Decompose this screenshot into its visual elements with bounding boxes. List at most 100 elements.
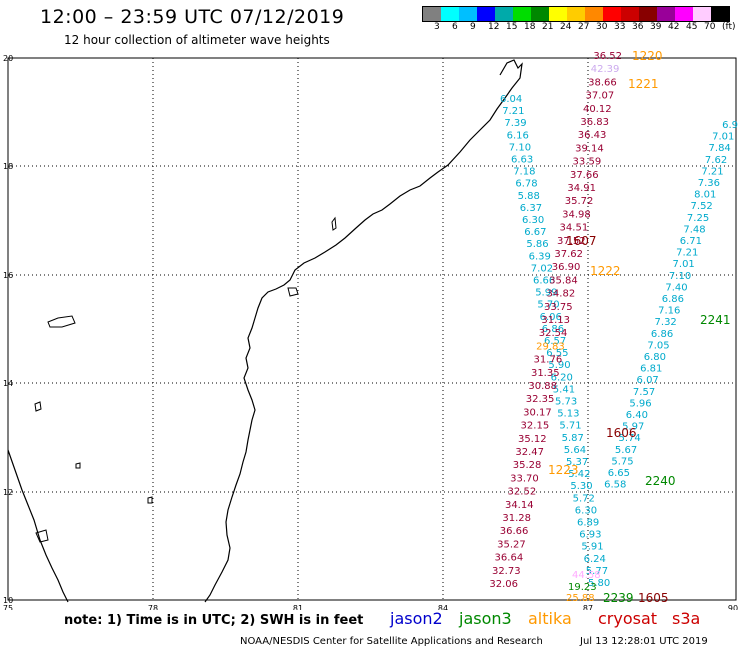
pass-time-label: 1223 [548, 463, 579, 477]
track-value: 6.57 [544, 336, 566, 347]
colorbar-swatch [693, 7, 711, 21]
track-value: 6.67 [524, 227, 546, 238]
island-7 [35, 529, 49, 543]
track-value: 7.16 [658, 306, 680, 317]
lat-tick-label: 12 [3, 488, 13, 497]
track-value: 6.06 [540, 312, 562, 323]
track-value: 6.71 [680, 236, 702, 247]
track-value: 7.01 [712, 132, 734, 143]
colorbar-swatch [639, 7, 657, 21]
track-value: 36.90 [552, 262, 581, 273]
colorbar-label: 15 [506, 22, 518, 32]
colorbar-swatch [567, 7, 585, 21]
track-value: 5.91 [581, 542, 603, 553]
lat-tick-label: 16 [3, 271, 13, 280]
colorbar-swatch [441, 7, 459, 21]
island-2 [331, 216, 337, 231]
colorbar-label: 24 [560, 22, 572, 32]
colorbar-label: (ft) [722, 22, 736, 32]
track-value: 5.99 [535, 288, 557, 299]
track-value: 35.72 [565, 196, 594, 207]
track-value: 7.52 [691, 201, 713, 212]
wave-height-colorbar [422, 6, 730, 22]
track-value: 6.80 [644, 352, 666, 363]
track-value: 6.39 [529, 251, 551, 262]
pass-time-label: 2241 [700, 313, 731, 327]
lon-tick-label: 78 [148, 604, 158, 610]
track-value: 6.63 [511, 155, 533, 166]
track-value: 5.13 [557, 409, 579, 420]
track-value: 6.86 [542, 324, 564, 335]
island-4 [34, 401, 42, 412]
colorbar-label: 6 [452, 22, 458, 32]
track-value: 7.21 [676, 248, 698, 259]
colorbar-label: 45 [686, 22, 698, 32]
track-value: 31.13 [541, 315, 570, 326]
track-value: 7.48 [683, 224, 705, 235]
colorbar-swatch [513, 7, 531, 21]
track-value: 7.21 [701, 166, 723, 177]
pass-time-label: 1220 [632, 49, 663, 63]
track-value: 19.23 [568, 582, 597, 593]
colorbar-swatch [621, 7, 639, 21]
track-value: 37.52 [557, 236, 586, 247]
track-value: 5.75 [611, 456, 633, 467]
track-value: 25.88 [566, 593, 595, 604]
track-value: 5.88 [518, 191, 540, 202]
track-value: 6.24 [584, 554, 606, 565]
colorbar-label: 21 [542, 22, 554, 32]
track-value: 5.74 [619, 433, 641, 444]
track-value: 7.40 [665, 282, 687, 293]
track-value: 6.89 [577, 518, 599, 529]
track-value: 5.64 [564, 445, 586, 456]
axis-tick-labels: 75 78 81 84 87 90 20 18 16 14 12 10 [3, 54, 738, 610]
track-value: 7.62 [705, 155, 727, 166]
track-value: 6.9 [722, 120, 738, 131]
colorbar-swatch [585, 7, 603, 21]
track-value: 36.52 [593, 51, 622, 62]
track-value: 6.65 [608, 468, 630, 479]
track-value: 7.84 [709, 143, 731, 154]
track-value: 32.52 [508, 487, 537, 498]
track-value: 5.70 [537, 300, 559, 311]
page-title: 12:00 – 23:59 UTC 07/12/2019 [40, 6, 345, 28]
track-value: 7.21 [502, 106, 524, 117]
legend-jason2: jason2 [390, 609, 443, 628]
coastline [204, 59, 523, 603]
colorbar-swatch [459, 7, 477, 21]
colorbar-swatch [531, 7, 549, 21]
track-value: 34.14 [505, 500, 534, 511]
track-value: 5.41 [553, 384, 575, 395]
pass-time-labels: 1220 1221 1607 1222 2241 1606 1223 2240 2239 1605 [548, 49, 731, 605]
track-value: 5.37 [566, 457, 588, 468]
track-value: 31.35 [531, 368, 560, 379]
track-value: 37.62 [554, 249, 583, 260]
map-frame [7, 57, 737, 601]
track-value: 7.10 [509, 142, 531, 153]
lat-tick-label: 20 [3, 54, 13, 63]
track-value: 6.16 [507, 130, 529, 141]
track-value: 33.75 [544, 302, 573, 313]
track-value: 6.30 [522, 215, 544, 226]
track-value: 37.07 [586, 91, 615, 102]
altimeter-track-b: 36.52 42.39 38.66 37.07 40.12 36.83 36.43 39.14… [489, 51, 622, 590]
track-value: 34.98 [562, 209, 591, 220]
track-value: 7.39 [504, 118, 526, 129]
track-value: 32.15 [521, 421, 550, 432]
track-value: 34.82 [547, 289, 576, 300]
pass-time-label: 1606 [606, 426, 637, 440]
track-value: 6.66 [533, 276, 555, 287]
track-value: 6.20 [551, 372, 573, 383]
track-value: 6.93 [579, 530, 601, 541]
track-value: 5.86 [526, 239, 548, 250]
track-value: 6.37 [520, 203, 542, 214]
track-value: 5.77 [586, 566, 608, 577]
track-value: 36.64 [495, 553, 524, 564]
coastline-west [7, 449, 69, 603]
track-value: 32.47 [515, 447, 544, 458]
lon-tick-label: 75 [3, 604, 13, 610]
track-value: 6.07 [637, 375, 659, 386]
track-value: 36.66 [500, 526, 529, 537]
legend-altika: altika [528, 609, 572, 628]
